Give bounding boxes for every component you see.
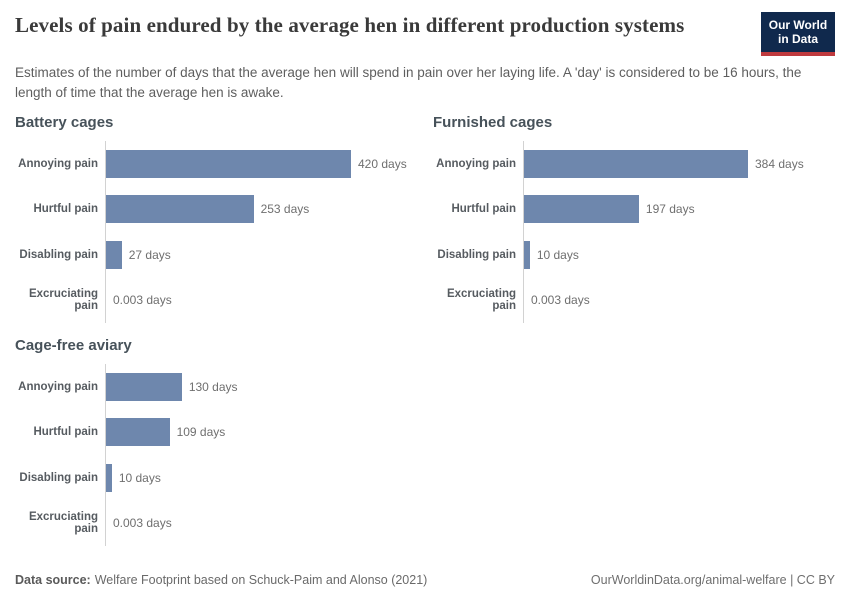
category-label: Annoying pain (18, 380, 98, 393)
bar-row: Disabling pain 10 days (433, 232, 837, 278)
value-label: 109 days (176, 425, 226, 440)
category-label: Hurtful pain (33, 203, 98, 216)
category-label: Excruciating pain (28, 287, 98, 313)
value-label: 0.003 days (531, 293, 590, 308)
panel-title: Battery cages (15, 114, 114, 132)
charts-grid: Battery cages Annoying pain 420 days Hurtf… (0, 102, 850, 547)
category-label: Annoying pain (18, 157, 98, 170)
bar-track: 384 days (523, 141, 837, 187)
value-label: 253 days (260, 202, 310, 217)
bar-row: Annoying pain 420 days (15, 141, 419, 187)
chart-panel: Cage-free aviary Annoying pain 130 days Hu… (15, 337, 419, 547)
category-label: Disabling pain (19, 248, 98, 261)
bar[interactable] (524, 195, 639, 224)
bar-row: Hurtful pain 253 days (15, 186, 419, 233)
chart-subtitle: Estimates of the number of days that the… (15, 65, 802, 100)
value-label: 10 days (536, 247, 579, 262)
bar-row: Excruciating pain 0.003 days (15, 500, 419, 547)
page-title: Levels of pain endured by the average he… (15, 13, 685, 37)
value-label: 384 days (755, 156, 804, 171)
category-label: Excruciating pain (28, 510, 98, 536)
bar-rows: Annoying pain 384 days Hurtful pain 197 day… (433, 141, 837, 324)
bar-track: 0.003 days (105, 500, 419, 547)
bar-track: 253 days (105, 186, 419, 233)
bar-row: Annoying pain 130 days (15, 364, 419, 410)
bar[interactable] (106, 195, 254, 224)
data-source-value: Welfare Footprint based on Schuck-Paim a… (94, 573, 428, 587)
bar-row: Disabling pain 27 days (15, 232, 419, 278)
bar-row: Excruciating pain 0.003 days (15, 277, 419, 324)
category-label: Annoying pain (436, 157, 516, 170)
owid-logo-line2: in Data (777, 32, 818, 46)
bar[interactable] (524, 240, 530, 269)
category-label: Excruciating pain (446, 287, 516, 313)
chart-panel: Furnished cages Annoying pain 384 days Hur… (433, 114, 837, 324)
bar[interactable] (106, 463, 112, 492)
value-label: 0.003 days (113, 293, 172, 308)
value-label: 27 days (128, 247, 171, 262)
bar-track: 420 days (105, 141, 419, 187)
panel-title: Furnished cages (433, 114, 553, 132)
footer: Data source: Welfare Footprint based on S… (15, 573, 835, 587)
value-label: 130 days (188, 379, 238, 394)
panel-title: Cage-free aviary (15, 337, 132, 355)
bar-row: Hurtful pain 109 days (15, 409, 419, 456)
bar-row: Hurtful pain 197 days (433, 186, 837, 233)
bar[interactable] (106, 418, 170, 447)
bar-row: Excruciating pain 0.003 days (433, 277, 837, 324)
bar-track: 130 days (105, 364, 419, 410)
footer-credit-link[interactable]: OurWorldinData.org/animal-welfare | CC B… (590, 573, 835, 587)
owid-logo[interactable]: Our World in Data (761, 12, 835, 56)
value-label: 0.003 days (113, 516, 172, 531)
bar-track: 0.003 days (105, 277, 419, 324)
bar-track: 197 days (523, 186, 837, 233)
data-source: Data source: Welfare Footprint based on S… (15, 573, 427, 587)
bar-track: 0.003 days (523, 277, 837, 324)
bar-rows: Annoying pain 420 days Hurtful pain 253 day… (15, 141, 419, 324)
data-source-label: Data source: (15, 573, 91, 587)
bar-track: 27 days (105, 232, 419, 278)
bar-row: Annoying pain 384 days (433, 141, 837, 187)
bar[interactable] (106, 372, 182, 401)
bar-track: 10 days (105, 455, 419, 501)
header: Levels of pain endured by the average he… (0, 0, 850, 56)
category-label: Hurtful pain (451, 203, 516, 216)
bar-track: 109 days (105, 409, 419, 456)
bar-track: 10 days (523, 232, 837, 278)
category-label: Disabling pain (437, 248, 516, 261)
value-label: 197 days (645, 202, 695, 217)
bar[interactable] (106, 240, 122, 269)
owid-logo-line1: Our World (768, 17, 828, 32)
bar-rows: Annoying pain 130 days Hurtful pain 109 day… (15, 364, 419, 547)
value-label: 10 days (118, 470, 161, 485)
category-label: Disabling pain (19, 471, 98, 484)
bar[interactable] (524, 149, 748, 178)
bar-row: Disabling pain 10 days (15, 455, 419, 501)
bar[interactable] (106, 149, 351, 178)
category-label: Hurtful pain (33, 426, 98, 439)
chart-panel: Battery cages Annoying pain 420 days Hurtf… (15, 114, 419, 324)
value-label: 420 days (358, 156, 407, 171)
